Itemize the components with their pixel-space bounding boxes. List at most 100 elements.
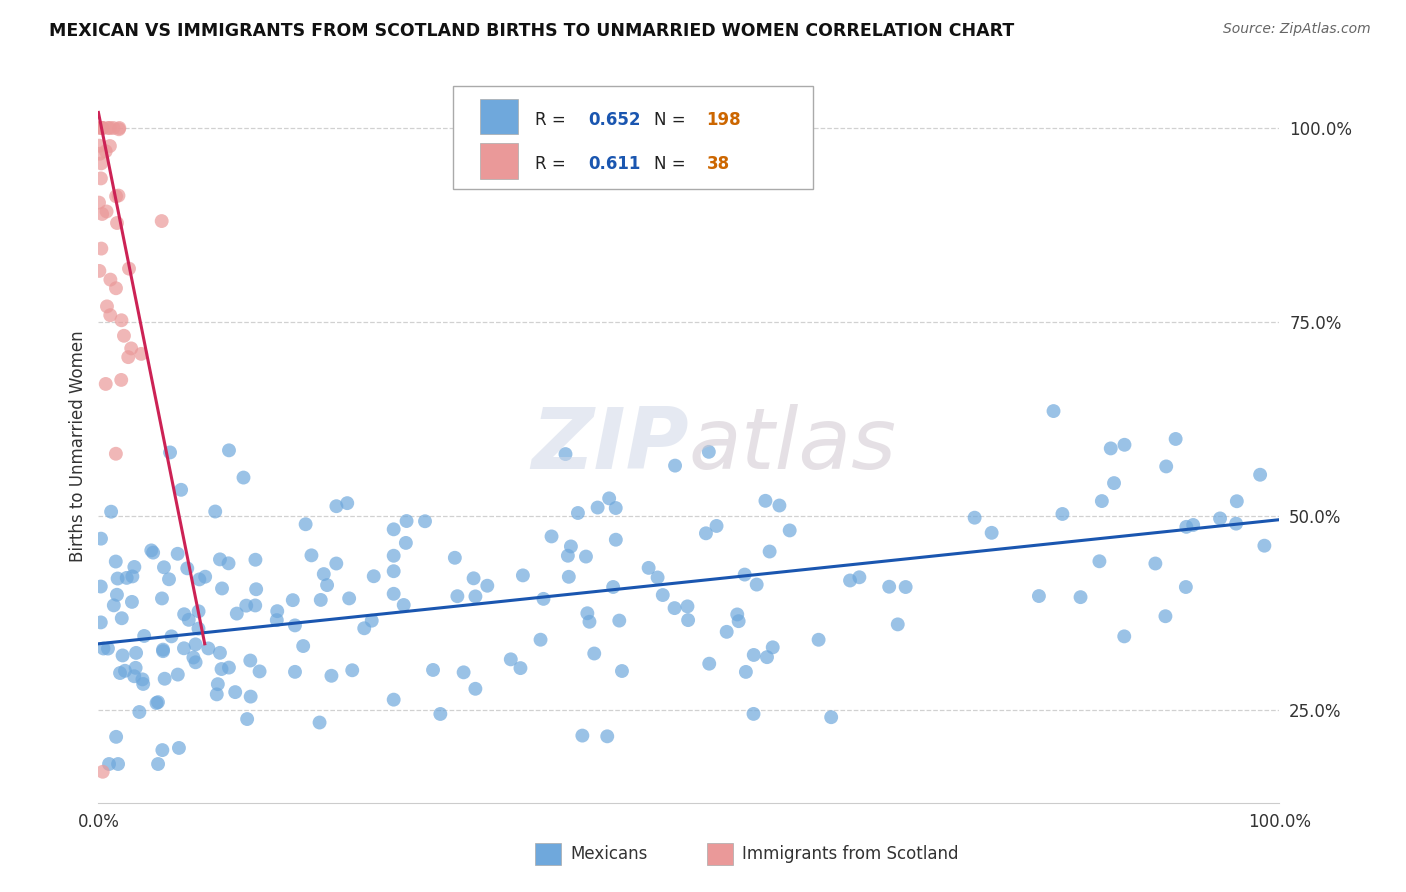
Point [1174,580,1197,594]
Point [150,743,173,757]
Point [1175,520,1198,534]
Point [429,706,451,721]
Point [110,313,132,327]
FancyBboxPatch shape [479,99,517,135]
Point [208,552,231,566]
Point [1164,432,1187,446]
Point [150,214,173,228]
Text: ZIP: ZIP [531,404,689,488]
Point [758,544,780,558]
Point [128,705,150,719]
Point [697,657,720,671]
Point [245,553,267,567]
Point [1249,467,1271,482]
Point [105,588,128,602]
Point [118,261,141,276]
Point [676,613,699,627]
Point [464,590,486,604]
Point [107,188,129,202]
Point [1154,609,1177,624]
Point [239,690,262,704]
Point [105,730,128,744]
Point [567,506,589,520]
Point [177,613,200,627]
Point [281,593,304,607]
Point [392,598,415,612]
Point [87,120,110,135]
Text: R =: R = [536,111,571,129]
Point [651,588,673,602]
Point [124,661,146,675]
Point [284,665,307,679]
Point [742,706,765,721]
Point [382,587,405,601]
Point [509,661,531,675]
Point [578,615,600,629]
Point [807,632,830,647]
Point [173,607,195,622]
Point [153,560,176,574]
Text: 198: 198 [707,111,741,129]
Point [446,589,468,603]
Point [105,216,128,230]
Point [477,579,499,593]
Text: 0.611: 0.611 [589,155,641,173]
Point [602,580,624,594]
Point [142,546,165,560]
Point [734,567,756,582]
Point [100,272,122,286]
Point [91,120,114,135]
Point [160,629,183,643]
Point [697,445,720,459]
Point [422,663,444,677]
Point [360,614,382,628]
Point [131,673,153,687]
Point [444,550,467,565]
Point [207,677,229,691]
Point [236,712,259,726]
Point [90,532,112,546]
Point [89,264,111,278]
Point [104,555,127,569]
Point [1042,404,1064,418]
Point [637,561,659,575]
Point [716,624,738,639]
Point [249,665,271,679]
Point [1114,438,1136,452]
Point [112,328,135,343]
Point [557,549,579,563]
Point [980,525,1002,540]
Point [187,622,209,636]
Point [301,549,323,563]
Point [245,582,267,597]
Point [664,601,686,615]
Point [336,496,359,510]
Point [204,504,226,518]
Point [218,660,240,674]
Point [108,120,131,135]
Point [187,604,209,618]
Point [132,677,155,691]
Point [97,120,120,135]
Point [266,604,288,618]
Point [218,557,240,571]
Point [108,666,131,681]
Point [382,564,405,578]
Point [211,582,233,596]
Point [1209,511,1232,525]
Point [1182,518,1205,533]
Point [1028,589,1050,603]
Point [754,493,776,508]
Point [96,299,118,313]
Point [108,122,131,136]
Point [184,637,207,651]
Point [90,615,112,630]
Point [596,729,619,743]
Point [647,570,669,584]
Point [152,644,174,658]
Point [90,242,112,256]
Point [97,641,120,656]
Point [325,499,347,513]
Point [463,571,485,585]
Point [576,607,599,621]
